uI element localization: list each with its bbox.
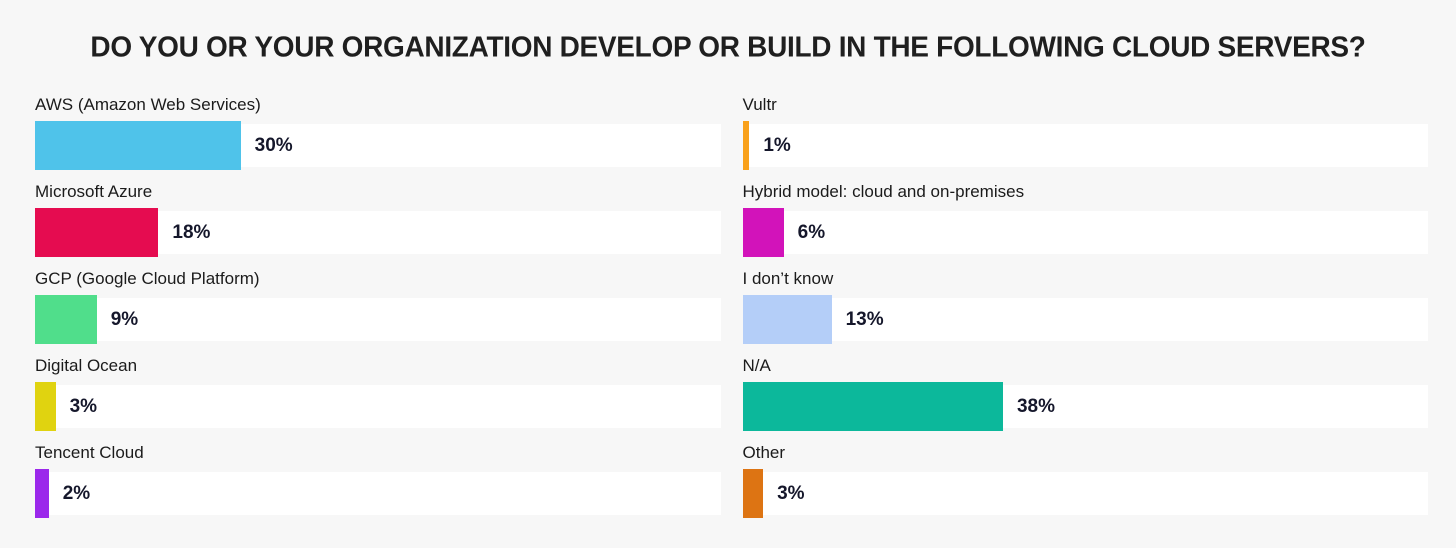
bar-azure	[35, 208, 159, 257]
bar-track-tencent-cloud: 2%	[35, 469, 721, 518]
chart-row-hybrid-model: Hybrid model: cloud and on-premises 6%	[742, 181, 1428, 257]
bar-track-aws: 30%	[35, 121, 721, 170]
value-label-gcp: 9%	[110, 308, 139, 330]
bar-aws	[35, 121, 241, 170]
value-label-hybrid-model: 6%	[797, 221, 826, 243]
chart-row-azure: Microsoft Azure 18%	[35, 181, 721, 257]
bar-digital-ocean	[35, 382, 56, 431]
bar-track-na: 38%	[742, 382, 1428, 431]
value-label-azure: 18%	[172, 221, 211, 243]
bar-na	[742, 382, 1003, 431]
bar-track-gcp: 9%	[35, 295, 721, 344]
category-label-gcp: GCP (Google Cloud Platform)	[35, 269, 260, 288]
category-label-aws: AWS (Amazon Web Services)	[35, 95, 261, 114]
chart-column-left: AWS (Amazon Web Services) 30% Microsoft Az…	[35, 94, 721, 518]
value-label-digital-ocean: 3%	[69, 395, 98, 417]
category-label-other: Other	[742, 443, 786, 462]
bar-track-dont-know: 13%	[742, 295, 1428, 344]
value-label-na: 38%	[1016, 395, 1056, 417]
category-label-azure: Microsoft Azure	[35, 182, 153, 201]
value-label-aws: 30%	[254, 134, 293, 156]
category-label-digital-ocean: Digital Ocean	[35, 356, 138, 375]
value-label-dont-know: 13%	[845, 308, 884, 330]
bar-track-digital-ocean: 3%	[35, 382, 721, 431]
bar-track-other: 3%	[742, 469, 1428, 518]
chart-row-digital-ocean: Digital Ocean 3%	[35, 355, 721, 431]
bar-track-azure: 18%	[35, 208, 721, 257]
category-label-hybrid-model: Hybrid model: cloud and on-premises	[742, 182, 1025, 201]
bar-other	[742, 469, 764, 518]
value-label-other: 3%	[777, 482, 805, 504]
bar-track-vultr: 1%	[742, 121, 1428, 170]
category-label-vultr: Vultr	[742, 95, 777, 114]
bar-track-hybrid-model: 6%	[742, 208, 1428, 257]
value-label-vultr: 1%	[763, 134, 791, 156]
chart-row-gcp: GCP (Google Cloud Platform) 9%	[35, 268, 721, 344]
chart-row-vultr: Vultr 1%	[742, 94, 1428, 170]
chart-row-tencent-cloud: Tencent Cloud 2%	[35, 442, 721, 518]
category-label-tencent-cloud: Tencent Cloud	[35, 443, 144, 462]
chart-column-right: Vultr 1% Hybrid model: cloud and on-premis…	[742, 94, 1428, 518]
bar-dont-know	[742, 295, 832, 344]
bar-chart: AWS (Amazon Web Services) 30% Microsoft Az…	[0, 94, 1456, 518]
category-label-dont-know: I don’t know	[742, 269, 834, 288]
chart-row-other: Other 3%	[742, 442, 1428, 518]
bar-hybrid-model	[742, 208, 784, 257]
chart-row-dont-know: I don’t know 13%	[742, 268, 1428, 344]
bar-gcp	[35, 295, 97, 344]
chart-row-na: N/A 38%	[742, 355, 1428, 431]
value-label-tencent-cloud: 2%	[62, 482, 91, 504]
category-label-na: N/A	[742, 356, 771, 375]
chart-row-aws: AWS (Amazon Web Services) 30%	[35, 94, 721, 170]
page-title: DO YOU OR YOUR ORGANIZATION DEVELOP OR B…	[90, 30, 1366, 63]
bar-tencent-cloud	[35, 469, 49, 518]
bar-vultr	[742, 121, 750, 170]
